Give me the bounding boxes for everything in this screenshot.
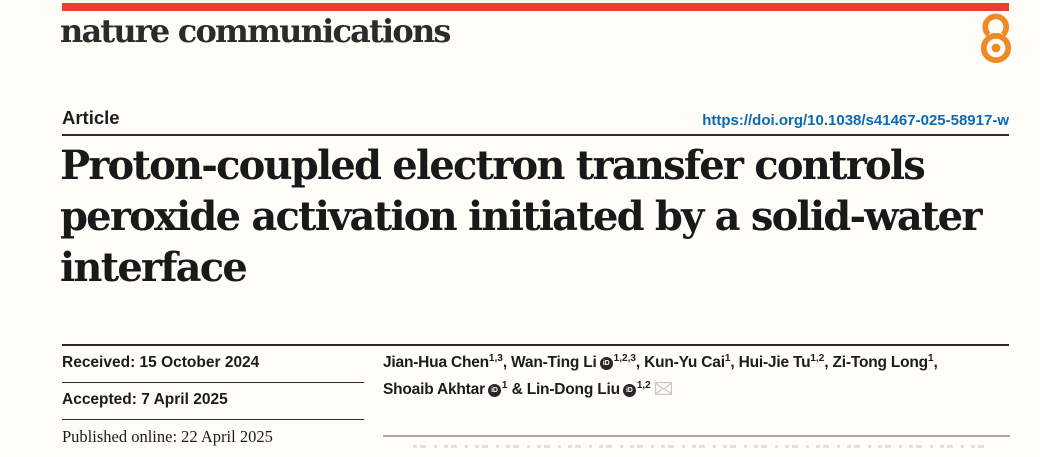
author-affiliations: 1,2 xyxy=(810,353,825,364)
author-separator: , xyxy=(933,354,938,371)
abstract-divider xyxy=(383,435,1010,437)
paper-title: Proton-coupled electron transfer control… xyxy=(60,140,1020,293)
author-name[interactable]: Kun-Yu Cai xyxy=(644,354,725,371)
published-date: Published online: 22 April 2025 xyxy=(62,427,273,446)
orcid-icon[interactable]: iD xyxy=(622,384,636,397)
brand-red-bar xyxy=(62,3,1009,11)
author-list: Jian-Hua Chen1,3, Wan-Ting Li iD 1,2,3, Ku… xyxy=(383,346,1010,404)
open-access-icon xyxy=(972,13,1015,69)
author-separator: & xyxy=(507,381,527,398)
author-separator: , xyxy=(502,354,512,371)
author-name[interactable]: Wan-Ting Li xyxy=(511,354,597,371)
author-name[interactable]: Zi-Tong Long xyxy=(832,354,929,371)
email-corresponding-icon[interactable] xyxy=(654,382,672,395)
author-name[interactable]: Hui-Jie Tu xyxy=(738,354,811,371)
author-affiliations: 1,2 xyxy=(636,380,651,391)
orcid-icon[interactable]: iD xyxy=(487,384,501,397)
title-line-2: peroxide activation initiated by a solid… xyxy=(60,193,982,240)
accepted-date: Accepted: 7 April 2025 xyxy=(62,383,364,420)
title-line-1: Proton-coupled electron transfer control… xyxy=(60,142,926,189)
author-affiliations: 1,3 xyxy=(488,353,503,364)
author-separator: , xyxy=(635,354,645,371)
clipped-text-fragment xyxy=(413,445,988,448)
journal-logo: nature communications xyxy=(60,12,451,50)
received-date: Received: 15 October 2024 xyxy=(62,346,364,383)
header-divider xyxy=(62,344,1009,346)
author-separator: , xyxy=(824,354,833,371)
author-name[interactable]: Shoaib Akhtar xyxy=(383,381,485,398)
dates-column: Received: 15 October 2024 Accepted: 7 Ap… xyxy=(62,346,364,457)
authors-column: Jian-Hua Chen1,3, Wan-Ting Li iD 1,2,3, Ku… xyxy=(383,346,1010,448)
author-line-1: Jian-Hua Chen1,3, Wan-Ting Li iD 1,2,3, Ku… xyxy=(383,350,1010,377)
author-name[interactable]: Jian-Hua Chen xyxy=(383,354,489,371)
author-name[interactable]: Lin-Dong Liu xyxy=(526,381,620,398)
article-header-page: nature communications Article https://do… xyxy=(60,3,1020,448)
article-type-row: Article https://doi.org/10.1038/s41467-0… xyxy=(62,103,1009,136)
orcid-icon[interactable]: iD xyxy=(599,357,613,370)
author-affiliations: 1 xyxy=(724,353,731,364)
doi-link[interactable]: https://doi.org/10.1038/s41467-025-58917… xyxy=(702,112,1009,129)
author-affiliations: 1 xyxy=(927,353,934,364)
article-type-label: Article xyxy=(62,107,120,128)
author-affiliations: 1 xyxy=(501,380,508,391)
author-separator: , xyxy=(730,354,739,371)
title-line-3: interface xyxy=(60,244,248,291)
author-line-2: Shoaib Akhtar iD 1 & Lin-Dong Liu iD 1,2 xyxy=(383,377,1010,404)
author-affiliations: 1,2,3 xyxy=(613,353,636,364)
